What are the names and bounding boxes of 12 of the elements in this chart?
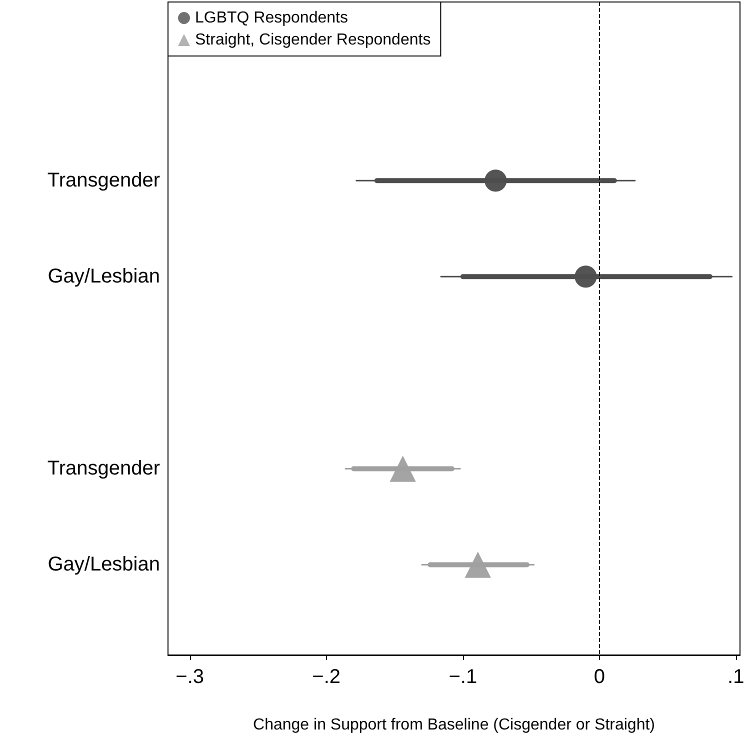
legend-label: Straight, Cisgender Respondents (195, 32, 431, 48)
x-tick-label: −.3 (176, 666, 204, 688)
x-tick-label: −.1 (448, 666, 478, 688)
x-axis-title: Change in Support from Baseline (Cisgender or Straight) (253, 716, 655, 734)
y-tick-label: Transgender (47, 170, 160, 192)
x-tick-label: .1 (728, 666, 744, 688)
y-tick-label: Gay/Lesbian (48, 266, 160, 288)
x-tick-label: −.2 (312, 666, 341, 688)
x-tick-label: 0 (594, 666, 605, 688)
y-tick-label: Transgender (47, 458, 160, 480)
y-tick-label: Gay/Lesbian (48, 554, 160, 576)
legend-label: LGBTQ Respondents (195, 10, 348, 26)
